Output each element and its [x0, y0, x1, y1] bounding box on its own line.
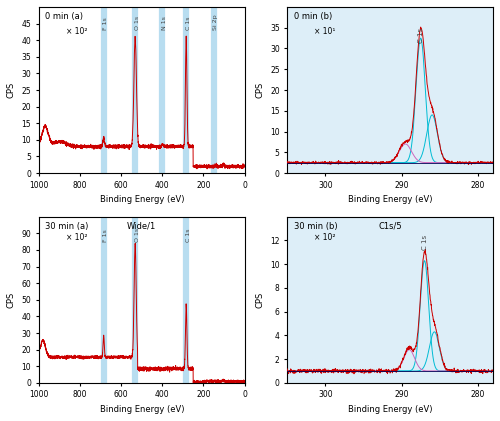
Y-axis label: CPS: CPS	[256, 82, 264, 98]
X-axis label: Binding Energy (eV): Binding Energy (eV)	[100, 405, 184, 414]
Text: F 1s: F 1s	[103, 229, 108, 242]
X-axis label: Binding Energy (eV): Binding Energy (eV)	[348, 405, 432, 414]
X-axis label: Binding Energy (eV): Binding Energy (eV)	[100, 195, 184, 204]
X-axis label: Binding Energy (eV): Binding Energy (eV)	[348, 195, 432, 204]
Text: F 1s: F 1s	[103, 17, 108, 30]
Text: 30 min (a): 30 min (a)	[45, 222, 88, 231]
Text: C 1s: C 1s	[418, 28, 424, 43]
Text: × 10²: × 10²	[66, 27, 87, 36]
Y-axis label: CPS: CPS	[7, 82, 16, 98]
Y-axis label: CPS: CPS	[256, 292, 264, 308]
Y-axis label: CPS: CPS	[7, 292, 16, 308]
Text: × 10²: × 10²	[66, 233, 87, 242]
Text: Wide/1: Wide/1	[127, 222, 156, 231]
Text: × 10²: × 10²	[314, 233, 336, 242]
Text: C 1s: C 1s	[186, 17, 190, 30]
Text: C 1s: C 1s	[422, 234, 428, 250]
Text: O 1s: O 1s	[134, 16, 140, 30]
Text: × 10¹: × 10¹	[314, 27, 336, 36]
Text: O 1s: O 1s	[134, 227, 140, 242]
Text: C1s/5: C1s/5	[378, 222, 402, 231]
Text: N 1s: N 1s	[162, 16, 166, 30]
Text: 0 min (a): 0 min (a)	[45, 12, 83, 21]
Text: Si 2p: Si 2p	[213, 15, 218, 30]
Text: C 1s: C 1s	[186, 228, 190, 242]
Text: 0 min (b): 0 min (b)	[294, 12, 332, 21]
Text: 30 min (b): 30 min (b)	[294, 222, 337, 231]
